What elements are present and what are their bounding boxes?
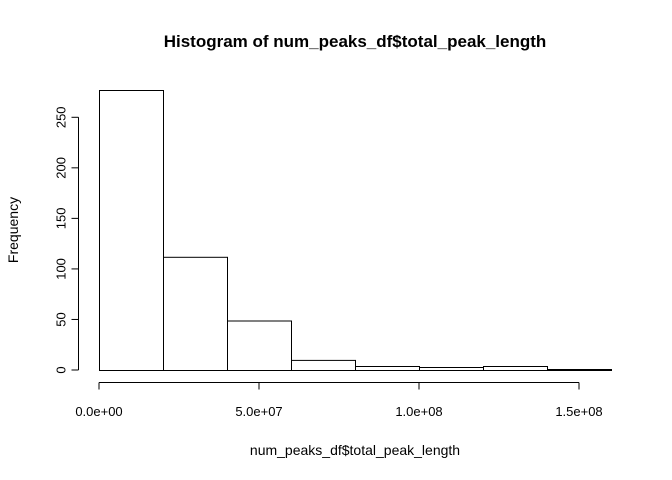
y-axis-label: Frequency (5, 197, 21, 263)
histogram-bar-1 (99, 90, 164, 371)
y-tick-label: 200 (53, 157, 68, 179)
y-tick-label: 250 (53, 106, 68, 128)
y-tick-label: 0 (53, 366, 68, 373)
histogram-bars (99, 90, 612, 371)
histogram-bar-8 (547, 369, 612, 371)
y-tick-label: 50 (53, 312, 68, 326)
histogram-bar-3 (227, 320, 292, 371)
histogram-bar-2 (163, 256, 228, 371)
histogram-bar-6 (419, 367, 484, 371)
histogram-bar-7 (483, 366, 548, 371)
y-tick-label: 100 (53, 258, 68, 280)
x-tick-label: 1.0e+08 (395, 404, 442, 419)
x-axis: 0.0e+00 5.0e+07 1.0e+08 1.5e+08 (75, 382, 603, 419)
x-tick-label: 0.0e+00 (75, 404, 122, 419)
x-axis-label: num_peaks_df$total_peak_length (250, 442, 460, 458)
y-tick-label: 150 (53, 208, 68, 230)
chart-title: Histogram of num_peaks_df$total_peak_len… (164, 32, 547, 51)
y-axis: 0 50 100 150 200 250 (53, 106, 79, 374)
histogram-bar-4 (291, 359, 356, 371)
histogram-bar-5 (355, 366, 420, 371)
x-tick-label: 5.0e+07 (235, 404, 282, 419)
x-tick-label: 1.5e+08 (555, 404, 602, 419)
